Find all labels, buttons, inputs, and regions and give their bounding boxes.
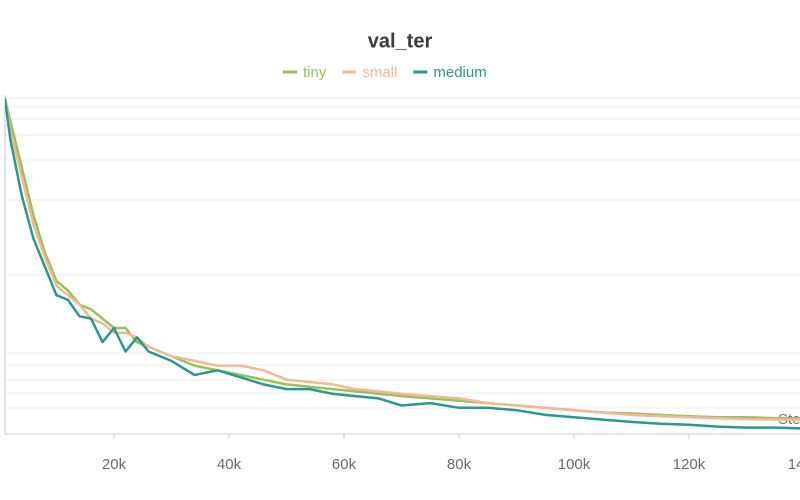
legend-label: tiny xyxy=(303,64,327,81)
series-line xyxy=(5,97,800,420)
x-tick-label: 60k xyxy=(332,456,357,473)
x-tick-label: 100k xyxy=(558,456,591,473)
x-tick-label: 20k xyxy=(102,456,127,473)
x-tick-label: 140k xyxy=(788,456,800,473)
series-line xyxy=(5,97,800,430)
chart-title: val_ter xyxy=(368,30,433,52)
x-tick-label: 120k xyxy=(673,456,706,473)
series-line xyxy=(5,97,800,421)
plot-area xyxy=(5,97,800,430)
x-tick-label: 40k xyxy=(217,456,242,473)
legend-label: small xyxy=(362,64,397,81)
legend-label: medium xyxy=(433,64,486,81)
x-tick-label: 80k xyxy=(447,456,472,473)
grid xyxy=(5,97,800,409)
